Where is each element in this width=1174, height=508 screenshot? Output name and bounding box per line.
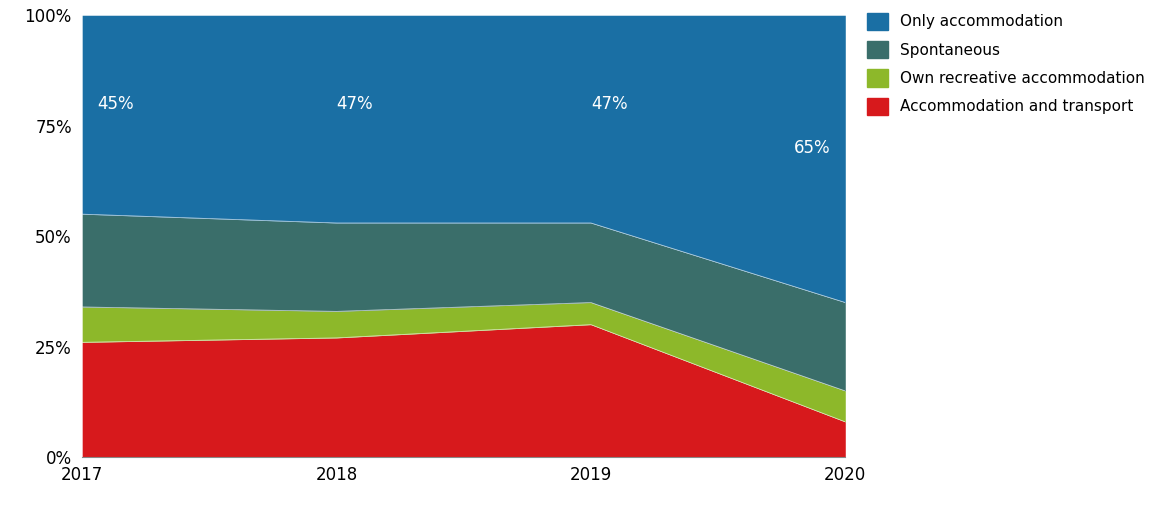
Text: 47%: 47% xyxy=(591,94,628,113)
Text: 47%: 47% xyxy=(337,94,373,113)
Text: 45%: 45% xyxy=(97,94,134,113)
Legend: Only accommodation, Spontaneous, Own recreative accommodation, Accommodation and: Only accommodation, Spontaneous, Own rec… xyxy=(861,7,1152,121)
Text: 65%: 65% xyxy=(794,139,830,157)
